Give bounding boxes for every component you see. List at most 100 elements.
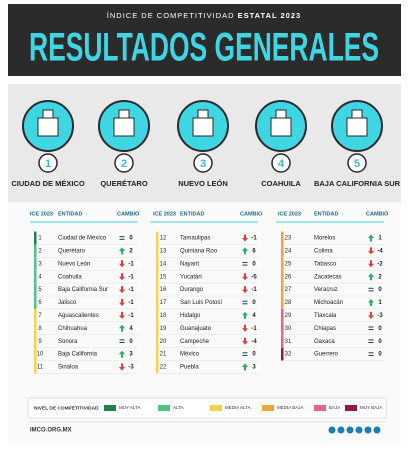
entity: Ciudad de México	[58, 236, 107, 242]
level-bar	[34, 321, 37, 335]
equal-sign	[242, 354, 248, 356]
rank: 28	[285, 300, 292, 306]
rank: 32	[285, 352, 292, 358]
entity: Chiapas	[314, 326, 336, 332]
podium-rank: 5	[354, 158, 360, 170]
level-bar	[156, 270, 159, 284]
entity: Zacatecas	[314, 274, 342, 280]
equal-sign	[368, 352, 374, 354]
level-bar	[156, 347, 159, 361]
entity: Nuevo León	[58, 261, 90, 267]
entity: Guerrero	[314, 352, 339, 358]
legend-swatch	[104, 405, 116, 411]
column-header: ICE 2023	[278, 211, 301, 217]
change: -1	[251, 326, 257, 332]
entity: Sonora	[58, 339, 78, 345]
arrow-up	[119, 247, 125, 255]
arrow-down	[368, 260, 374, 268]
change: 0	[378, 287, 382, 293]
podium-rank: 1	[45, 158, 51, 170]
change: -1	[251, 236, 257, 242]
level-bar	[34, 270, 37, 284]
rank: 27	[285, 287, 292, 293]
legend-label: MEDIA ALTA	[225, 405, 251, 410]
entity: Coahuila	[58, 274, 82, 280]
entity: Sinaloa	[58, 365, 79, 371]
legend-box	[27, 397, 387, 419]
legend-swatch	[158, 405, 170, 411]
rank-badge	[347, 153, 367, 173]
rank: 12	[160, 236, 167, 242]
equal-sign	[368, 326, 374, 328]
level-bar	[281, 334, 284, 348]
podium-icon-top	[42, 109, 54, 119]
arrow-down	[119, 273, 125, 281]
level-bar	[34, 309, 37, 322]
rank-badge	[38, 153, 58, 173]
equal-sign	[368, 290, 374, 292]
change: 1	[378, 300, 382, 306]
podium-icon	[37, 117, 59, 137]
arrow-down	[242, 234, 248, 242]
entity: Guanajuato	[180, 326, 212, 332]
entity: México	[180, 352, 200, 358]
level-bar	[156, 283, 159, 297]
change: 6	[252, 248, 256, 254]
entity: Querétaro	[58, 248, 86, 254]
legend-title: NIVEL DE COMPETITIVIDAD	[34, 405, 99, 411]
change: 0	[378, 326, 382, 332]
podium-rank: 3	[200, 158, 206, 170]
change: -4	[251, 339, 257, 345]
level-bar	[156, 334, 159, 348]
legend-label: ALTA	[173, 405, 184, 410]
podium-icon	[270, 117, 292, 137]
legend-label: MEDIA BAJA	[277, 405, 304, 410]
equal-sign	[119, 238, 125, 240]
rank: 24	[285, 248, 292, 254]
rank: 20	[160, 339, 167, 345]
equal-sign	[368, 339, 374, 341]
legend-swatch	[314, 405, 326, 411]
change: 0	[252, 352, 256, 358]
legend-label: MUY ALTA	[119, 405, 141, 410]
equal-sign	[242, 262, 248, 263]
level-bar	[34, 347, 37, 361]
equal-sign	[119, 236, 125, 238]
rank: 14	[160, 261, 167, 267]
column-header: ENTIDAD	[180, 211, 204, 217]
level-bar	[34, 231, 37, 245]
podium-icon-top	[275, 109, 287, 119]
entity: Baja California Sur	[58, 287, 108, 293]
change: 0	[252, 300, 256, 306]
entity: Veracruz	[314, 287, 338, 293]
change: 2	[129, 248, 133, 254]
rank: 4	[38, 274, 42, 280]
arrow-down	[242, 286, 248, 294]
arrow-down	[119, 286, 125, 294]
level-bar	[156, 321, 159, 335]
level-bar	[281, 270, 284, 284]
entity: Oaxaca	[314, 339, 335, 345]
arrow-down	[119, 260, 125, 268]
change: -5	[251, 274, 257, 280]
arrow-up	[242, 247, 248, 255]
equal-sign	[242, 352, 248, 354]
change: -3	[377, 313, 383, 319]
legend-label: MUY BAJA	[360, 405, 382, 410]
level-bar	[281, 296, 284, 309]
header-title: RESULTADOS GENERALES	[29, 26, 379, 70]
rank: 7	[38, 313, 42, 319]
column-header: ICE 2023	[30, 211, 53, 217]
podium-name: CIUDAD DE MÉXICO	[11, 179, 85, 188]
level-bar	[156, 257, 159, 271]
arrow-up	[368, 299, 374, 306]
podium-name: NUEVO LEÓN	[178, 179, 228, 188]
rank: 1	[38, 236, 42, 242]
column-header: ENTIDAD	[314, 211, 338, 217]
equal-sign	[368, 287, 374, 289]
arrow-down	[119, 311, 125, 319]
entity: Baja California	[58, 352, 98, 358]
entity: Puebla	[180, 365, 199, 371]
podium-icon	[192, 117, 214, 137]
rank-badge	[114, 153, 134, 173]
